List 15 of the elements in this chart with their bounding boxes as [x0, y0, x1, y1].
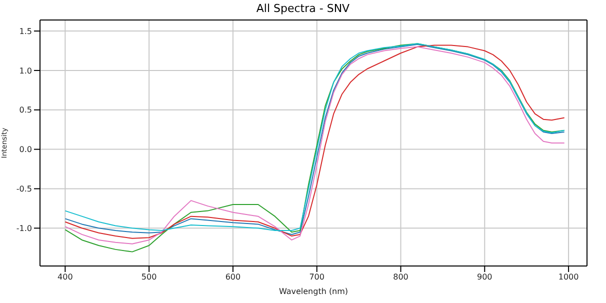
y-tick-label: 1.5 — [19, 26, 32, 36]
x-tick-label: 900 — [477, 272, 492, 282]
chart-title: All Spectra - SNV — [255, 2, 351, 15]
y-tick-label: -1.0 — [16, 224, 32, 233]
y-tick-label: 1.0 — [19, 66, 32, 76]
x-tick-label: 800 — [393, 272, 408, 282]
x-tick-label: 600 — [225, 272, 241, 282]
y-tick-label: 0.5 — [19, 106, 32, 115]
x-tick-label: 700 — [309, 272, 324, 282]
x-tick-label: 1000 — [558, 272, 579, 282]
y-tick-label: -0.5 — [16, 184, 32, 194]
x-axis-title: Wavelength (nm) — [278, 287, 348, 296]
y-tick-label: 0.0 — [19, 145, 32, 154]
x-tick-label: 500 — [141, 272, 157, 282]
x-tick-label: 400 — [58, 272, 73, 282]
